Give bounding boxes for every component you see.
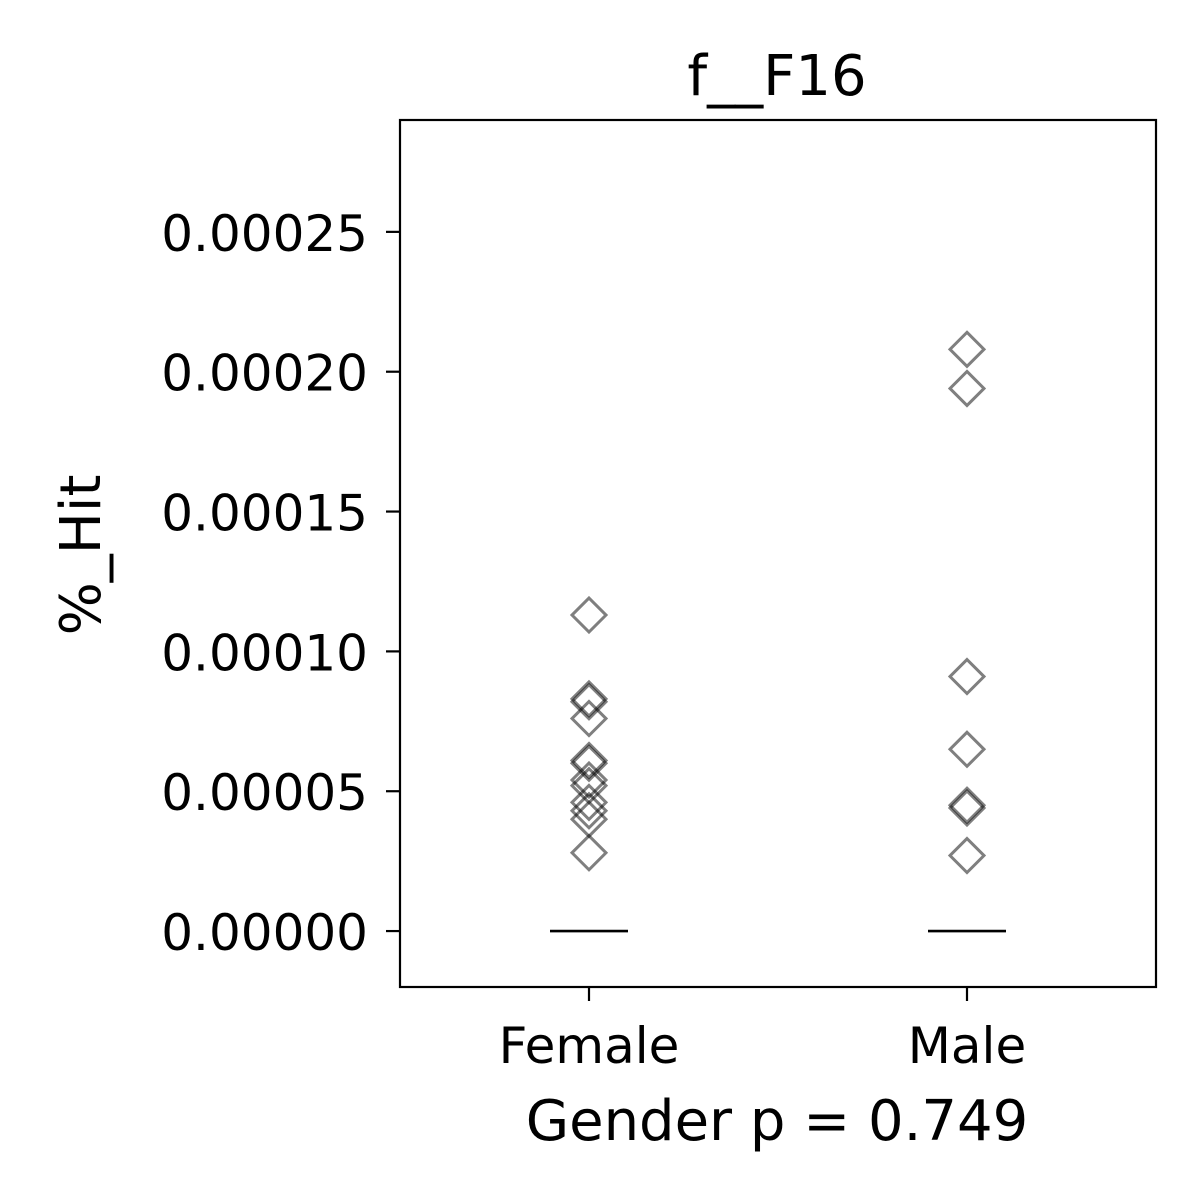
chart-title: f__F16: [687, 44, 866, 109]
data-point: [569, 699, 609, 738]
data-point: [569, 744, 609, 783]
data-point: [947, 730, 987, 769]
data-point: [947, 657, 987, 696]
x-tick-label: Female: [499, 1017, 680, 1075]
y-tick-label: 0.00015: [161, 485, 368, 543]
y-axis-label: %_Hit: [49, 475, 114, 636]
data-point: [947, 786, 987, 825]
y-tick-label: 0.00005: [161, 764, 368, 822]
data-point: [569, 679, 609, 719]
x-tick-label: Male: [908, 1017, 1026, 1075]
plot-marks: [550, 330, 1006, 933]
data-point: [569, 783, 609, 822]
x-axis-label: Gender p = 0.749: [526, 1089, 1029, 1154]
y-axis: 0.00000 0.00005 0.00010 0.00015 0.00020 0.000…: [161, 205, 400, 962]
data-point: [947, 369, 987, 408]
data-point: [569, 791, 609, 830]
plot-frame: [398, 118, 1158, 989]
data-point: [569, 682, 609, 721]
data-point: [569, 833, 609, 872]
y-tick-label: 0.00020: [161, 345, 368, 403]
data-point: [947, 788, 987, 828]
data-point: [569, 595, 609, 635]
data-point: [569, 741, 609, 780]
y-tick-label: 0.00010: [161, 624, 368, 682]
data-point: [569, 760, 609, 800]
data-point: [947, 330, 987, 369]
y-tick-label: 0.00025: [161, 205, 368, 263]
data-point: [947, 836, 987, 875]
x-axis: Female Male: [499, 987, 1026, 1075]
y-tick-label: 0.00000: [161, 904, 368, 962]
